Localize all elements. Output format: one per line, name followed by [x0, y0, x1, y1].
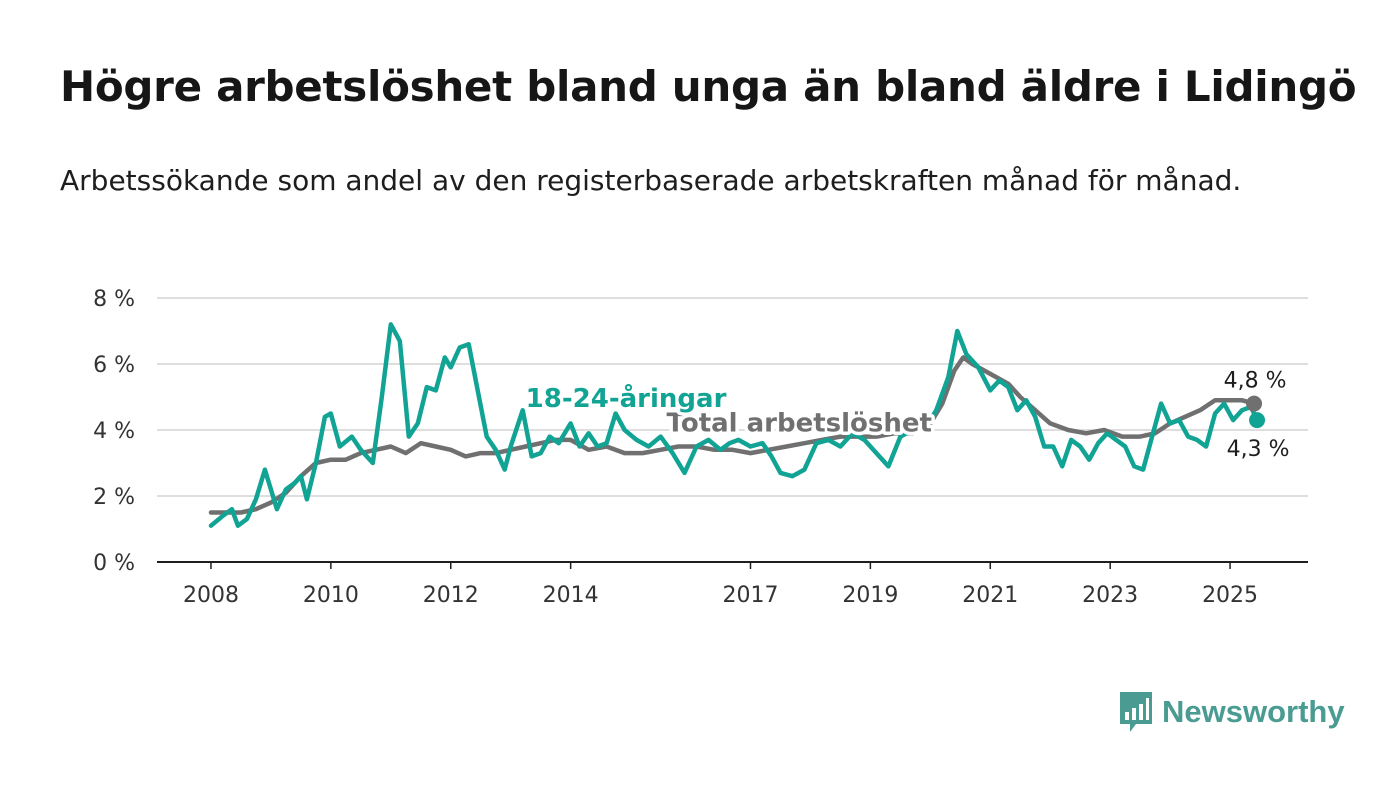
x-axis-ticks: 2008 2010 2012 2014 2017 2019 2021 2023 2025	[183, 562, 1258, 608]
bar-chart-speech-bubble-icon	[1120, 692, 1152, 732]
series-line-1	[208, 322, 1260, 528]
series-label-0: Total arbetslöshet	[667, 409, 932, 439]
x-tick-label: 2012	[423, 583, 479, 608]
y-tick-label: 4 %	[93, 419, 135, 444]
end-value-label-1: 4,3 %	[1227, 437, 1290, 462]
brand-name: Newsworthy	[1162, 694, 1345, 729]
x-tick-label: 2014	[543, 583, 599, 608]
x-tick-label: 2019	[842, 583, 898, 608]
end-value-label-0: 4,8 %	[1224, 369, 1287, 394]
end-marker-0	[1246, 395, 1263, 412]
x-tick-label: 2021	[962, 583, 1018, 608]
gridlines	[157, 297, 1308, 497]
end-marker-1	[1249, 412, 1266, 429]
x-tick-label: 2025	[1202, 583, 1258, 608]
y-tick-label: 0 %	[93, 551, 135, 576]
y-axis-ticks: 0 % 2 % 4 % 6 % 8 %	[93, 287, 135, 576]
newsworthy-logo: Newsworthy	[1118, 690, 1345, 734]
series-label-1: 18-24-åringar	[526, 382, 727, 414]
end-markers: 4,8 % 4,3 %	[1224, 369, 1290, 463]
series-lines	[208, 322, 1260, 528]
chart-title: Högre arbetslöshet bland unga än bland ä…	[60, 62, 1357, 111]
x-tick-label: 2023	[1082, 583, 1138, 608]
x-tick-label: 2008	[183, 583, 239, 608]
chart-subtitle: Arbetssökande som andel av den registerb…	[60, 164, 1242, 197]
y-tick-label: 2 %	[93, 485, 135, 510]
x-tick-label: 2010	[303, 583, 359, 608]
x-tick-label: 2017	[722, 583, 778, 608]
y-tick-label: 6 %	[93, 353, 135, 378]
y-tick-label: 8 %	[93, 287, 135, 312]
